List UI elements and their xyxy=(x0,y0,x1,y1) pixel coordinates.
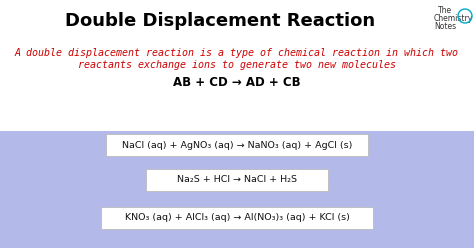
FancyBboxPatch shape xyxy=(146,169,328,191)
Text: reactants exchange ions to generate two new molecules: reactants exchange ions to generate two … xyxy=(78,60,396,70)
Text: The: The xyxy=(438,6,452,15)
FancyBboxPatch shape xyxy=(106,134,368,156)
Text: Na₂S + HCl → NaCl + H₂S: Na₂S + HCl → NaCl + H₂S xyxy=(177,176,297,185)
Text: Chemistry: Chemistry xyxy=(433,14,473,23)
FancyBboxPatch shape xyxy=(0,131,474,248)
Text: KNO₃ (aq) + AlCl₃ (aq) → Al(NO₃)₃ (aq) + KCl (s): KNO₃ (aq) + AlCl₃ (aq) → Al(NO₃)₃ (aq) +… xyxy=(125,214,349,222)
Text: A double displacement reaction is a type of chemical reaction in which two: A double displacement reaction is a type… xyxy=(15,48,459,58)
Text: Notes: Notes xyxy=(434,22,456,31)
Text: NaCl (aq) + AgNO₃ (aq) → NaNO₃ (aq) + AgCl (s): NaCl (aq) + AgNO₃ (aq) → NaNO₃ (aq) + Ag… xyxy=(122,141,352,150)
Text: Double Displacement Reaction: Double Displacement Reaction xyxy=(65,12,375,30)
Text: AB + CD → AD + CB: AB + CD → AD + CB xyxy=(173,76,301,89)
FancyBboxPatch shape xyxy=(101,207,373,229)
